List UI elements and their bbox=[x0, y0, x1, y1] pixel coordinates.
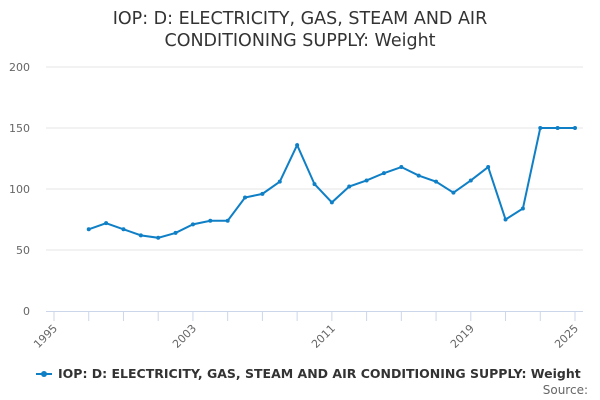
x-tick-label: 2019 bbox=[448, 322, 477, 351]
data-point bbox=[277, 179, 282, 184]
data-point bbox=[451, 190, 456, 195]
title-line-2: CONDITIONING SUPPLY: Weight bbox=[164, 31, 436, 51]
data-point bbox=[104, 221, 109, 226]
x-tick-label: 2025 bbox=[552, 322, 581, 351]
data-point bbox=[520, 206, 525, 211]
data-point bbox=[364, 178, 369, 183]
data-point bbox=[399, 165, 404, 170]
data-point bbox=[555, 126, 560, 130]
series-line bbox=[88, 127, 575, 239]
x-tick-label: 1995 bbox=[31, 322, 60, 351]
data-point bbox=[434, 179, 439, 184]
data-point bbox=[173, 230, 178, 235]
chart-title: IOP: D: ELECTRICITY, GAS, STEAM AND AIR … bbox=[0, 8, 600, 52]
legend-item[interactable]: IOP: D: ELECTRICITY, GAS, STEAM AND AIR … bbox=[36, 366, 581, 381]
data-point bbox=[208, 218, 213, 223]
y-tick-label: 200 bbox=[9, 61, 30, 74]
x-tick-label: 2011 bbox=[309, 322, 338, 351]
data-point bbox=[329, 200, 334, 205]
y-tick-label: 0 bbox=[23, 305, 30, 318]
data-point bbox=[312, 182, 317, 187]
source-label: Source: bbox=[542, 383, 588, 397]
data-point bbox=[381, 171, 386, 176]
data-point bbox=[156, 235, 161, 240]
data-point bbox=[225, 218, 230, 223]
x-tick-label: 2003 bbox=[170, 322, 199, 351]
legend-swatch-icon bbox=[36, 370, 52, 377]
data-point bbox=[468, 178, 473, 183]
data-point bbox=[260, 191, 265, 196]
data-point bbox=[416, 173, 421, 178]
data-point bbox=[486, 165, 491, 170]
title-line-1: IOP: D: ELECTRICITY, GAS, STEAM AND AIR bbox=[112, 9, 488, 29]
y-tick-label: 150 bbox=[9, 122, 30, 135]
y-tick-label: 50 bbox=[16, 244, 30, 257]
data-point bbox=[190, 222, 195, 227]
data-point bbox=[295, 143, 300, 148]
data-point bbox=[347, 184, 352, 189]
legend-label: IOP: D: ELECTRICITY, GAS, STEAM AND AIR … bbox=[58, 366, 581, 381]
data-point bbox=[243, 195, 248, 200]
data-point bbox=[503, 217, 508, 222]
data-point bbox=[121, 227, 126, 232]
data-point bbox=[538, 126, 543, 130]
data-point bbox=[86, 227, 91, 232]
data-point bbox=[573, 126, 577, 130]
data-point bbox=[138, 233, 143, 238]
y-tick-label: 100 bbox=[9, 183, 30, 196]
